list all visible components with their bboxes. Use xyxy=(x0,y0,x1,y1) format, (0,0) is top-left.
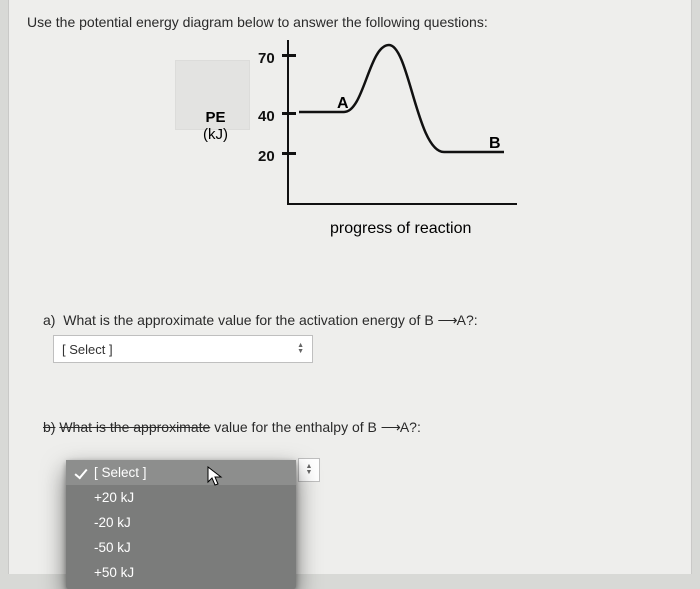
stepper-icon: ▲▼ xyxy=(297,343,304,355)
pe-diagram: PE (kJ) 70 40 20 A B progress of reactio… xyxy=(175,52,525,252)
instruction-text: Use the potential energy diagram below t… xyxy=(27,14,673,30)
question-a: a) What is the approximate value for the… xyxy=(43,312,673,329)
dropdown-option-selected[interactable]: [ Select ] xyxy=(66,460,296,485)
y-axis-label: PE (kJ) xyxy=(203,110,228,143)
qb-arrow-icon: ⟶ xyxy=(381,419,400,435)
point-b-label: B xyxy=(489,135,501,153)
qa-select-placeholder: [ Select ] xyxy=(62,342,113,357)
point-a-label: A xyxy=(337,95,349,113)
qa-prefix: a) xyxy=(43,312,55,328)
question-b-stepper[interactable]: ▲▼ xyxy=(298,458,320,482)
dropdown-option-2[interactable]: -20 kJ xyxy=(66,510,296,535)
chart-axes: A B xyxy=(287,40,517,205)
qa-arrow-icon: ⟶ xyxy=(438,312,457,328)
dropdown-option-3[interactable]: -50 kJ xyxy=(66,535,296,560)
tick-40: 40 xyxy=(258,108,275,125)
qb-struck-text: What is the approximate xyxy=(59,419,210,435)
y-axis-label-pe: PE xyxy=(203,110,228,127)
curve-path xyxy=(299,45,504,152)
qb-rest-text: value for the enthalpy of B xyxy=(210,419,377,435)
dropdown-option-1[interactable]: +20 kJ xyxy=(66,485,296,510)
question-b-dropdown: [ Select ] +20 kJ -20 kJ -50 kJ +50 kJ xyxy=(66,460,296,589)
x-axis-label: progress of reaction xyxy=(330,220,471,238)
qa-text: What is the approximate value for the ac… xyxy=(63,312,433,328)
question-b: b) What is the approximate value for the… xyxy=(43,419,673,436)
qb-prefix: b) xyxy=(43,419,55,435)
tick-20: 20 xyxy=(258,148,275,165)
dropdown-option-4[interactable]: +50 kJ xyxy=(66,560,296,585)
y-axis-label-unit: (kJ) xyxy=(203,127,228,144)
tick-70: 70 xyxy=(258,50,275,67)
qa-suffix: A?: xyxy=(457,312,478,328)
energy-curve xyxy=(289,40,519,205)
question-a-select[interactable]: [ Select ] ▲▼ xyxy=(53,335,313,363)
qb-suffix: A?: xyxy=(400,419,421,435)
